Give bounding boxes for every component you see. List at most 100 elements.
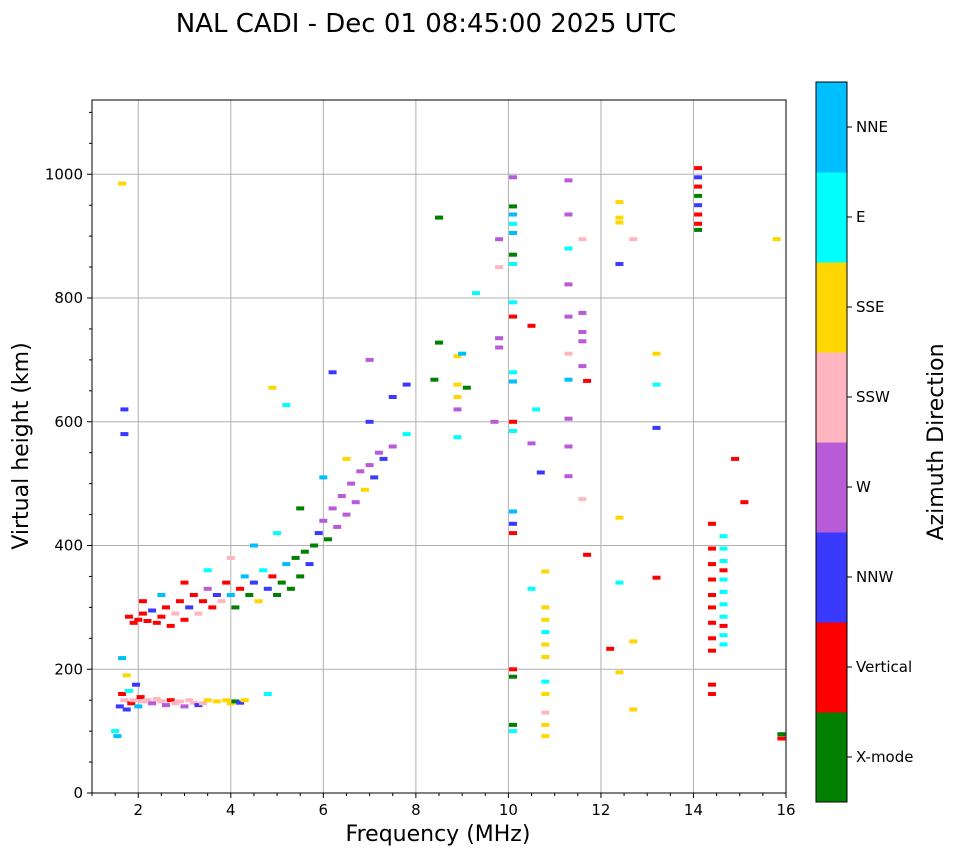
echo-point [719, 614, 728, 619]
echo-point [231, 605, 240, 610]
colorbar-frame [815, 81, 848, 803]
echo-point [694, 166, 703, 171]
echo-point [541, 722, 550, 727]
echo-point [708, 593, 716, 597]
echo-point [652, 425, 661, 430]
echo-point [342, 512, 351, 517]
echo-point [111, 729, 120, 734]
y-axis-label: Virtual height (km) [9, 342, 34, 549]
echo-point [328, 506, 337, 511]
echo-point [615, 262, 624, 266]
echo-point [564, 282, 573, 287]
echo-point [578, 330, 587, 334]
echo-point [296, 574, 305, 579]
colorbar-tick-label: SSW [856, 388, 890, 406]
y-tick-label: 800 [54, 289, 83, 307]
echo-point [143, 698, 152, 703]
echo-point [125, 614, 133, 619]
echo-point [453, 354, 462, 359]
echo-point [129, 620, 138, 625]
echo-point [122, 673, 131, 678]
echo-point [615, 200, 624, 205]
echo-point [120, 698, 129, 703]
grid-lines [92, 100, 787, 794]
plot-frame [91, 99, 787, 794]
echo-point [300, 549, 309, 554]
echo-point [208, 605, 217, 610]
echo-point [291, 555, 300, 560]
echo-point [541, 679, 550, 684]
echo-point [564, 314, 573, 319]
echo-point [282, 562, 291, 567]
echo-point [157, 614, 166, 619]
echo-point [719, 642, 728, 647]
echo-point [708, 620, 716, 625]
echo-point [772, 237, 781, 242]
echo-point [430, 377, 439, 382]
echo-point [118, 656, 127, 661]
echo-point [175, 599, 184, 604]
echo-point [564, 377, 573, 382]
echo-point [629, 707, 638, 712]
echo-point [388, 444, 397, 449]
echo-point [495, 237, 504, 242]
echo-point [509, 674, 517, 679]
echo-point [217, 599, 226, 604]
echo-point [472, 291, 480, 296]
echo-point [694, 212, 703, 217]
chart-title: NAL CADI - Dec 01 08:45:00 2025 UTC [176, 9, 676, 39]
echo-point [719, 559, 728, 563]
echo-point [222, 580, 231, 585]
echo-point [509, 252, 517, 257]
echo-point [578, 497, 587, 502]
echo-point [138, 699, 147, 704]
echo-point [365, 419, 374, 424]
echo-point [136, 695, 145, 700]
echo-point [180, 704, 189, 709]
echo-point [541, 654, 550, 659]
echo-point [731, 456, 740, 461]
colorbar-segment [816, 172, 847, 263]
colorbar: X-mode Vertical NNW W SSW SSE E NNE [815, 81, 913, 803]
echo-point [273, 531, 282, 536]
echo-point [277, 580, 286, 585]
echo-point [615, 670, 624, 675]
echo-point [509, 722, 517, 727]
echo-point [490, 419, 499, 424]
y-tick-label: 0 [73, 784, 83, 802]
echo-point [777, 732, 786, 737]
y-axis-ticks: 0 200 400 600 800 1000 [45, 111, 92, 802]
echo-point [509, 204, 517, 209]
colorbar-segment [816, 712, 847, 803]
echo-point [462, 385, 471, 390]
echo-point [152, 697, 161, 701]
colorbar-tick-label: W [856, 478, 871, 496]
echo-point [129, 698, 138, 703]
echo-point [236, 586, 245, 591]
echo-point [564, 444, 573, 449]
echo-point [245, 593, 254, 597]
echo-point [282, 403, 291, 407]
echo-point [615, 215, 624, 220]
echo-point [180, 580, 189, 585]
echo-point [113, 734, 122, 739]
echo-point [719, 568, 728, 573]
echo-point [263, 586, 272, 591]
echo-point [532, 407, 541, 412]
echo-point [203, 568, 212, 573]
echo-point [583, 552, 592, 557]
echo-point [249, 580, 258, 585]
echo-point [564, 474, 573, 479]
echo-point [166, 698, 175, 703]
data-points [111, 166, 786, 741]
echo-point [120, 432, 129, 437]
echo-point [118, 181, 127, 186]
echo-point [719, 546, 728, 551]
echo-point [222, 698, 231, 703]
echo-point [259, 568, 268, 573]
echo-point [578, 364, 587, 369]
echo-point [388, 395, 397, 399]
echo-point [212, 699, 221, 704]
echo-point [138, 599, 147, 604]
